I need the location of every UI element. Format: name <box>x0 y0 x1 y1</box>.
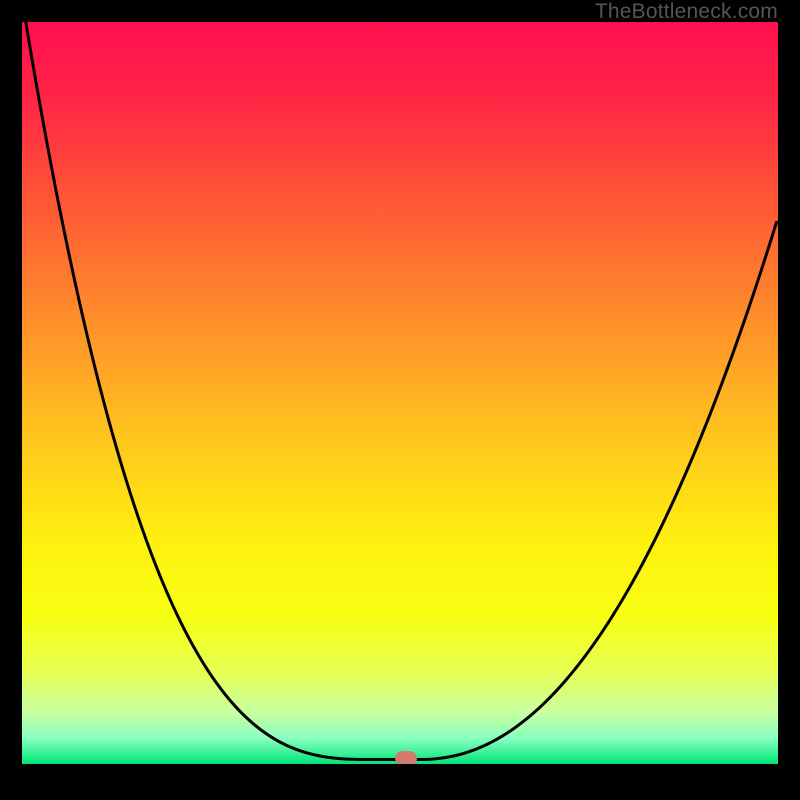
optimum-marker <box>395 751 417 764</box>
watermark-text: TheBottleneck.com <box>595 0 778 24</box>
chart-container: TheBottleneck.com <box>0 0 800 800</box>
bottleneck-curve <box>22 22 778 764</box>
plot-area <box>22 22 778 764</box>
